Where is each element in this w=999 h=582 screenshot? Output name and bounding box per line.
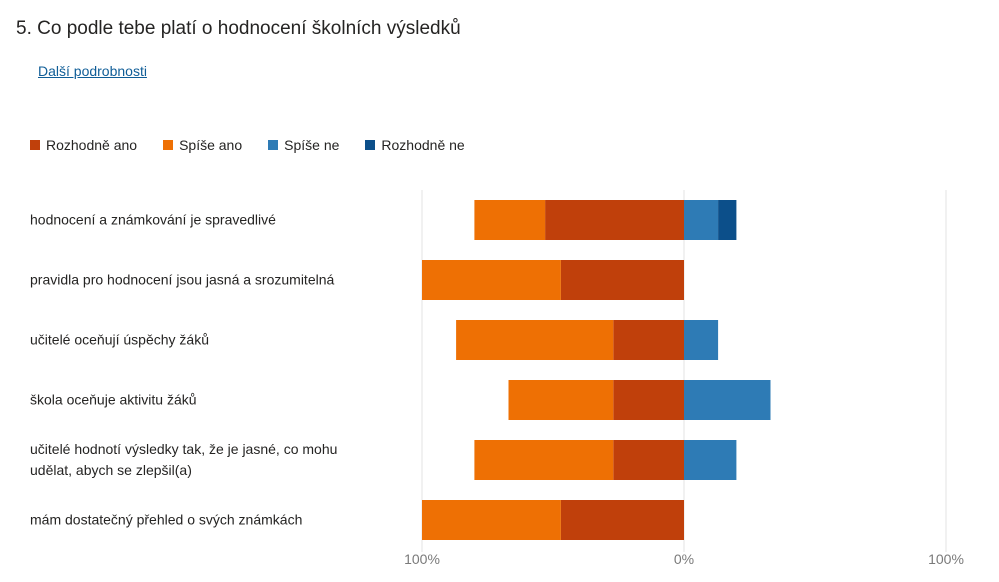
bar-3-1[interactable]	[508, 380, 614, 420]
category-label: učitelé oceňují úspěchy žáků	[30, 331, 209, 348]
bar-0-0[interactable]	[545, 200, 684, 240]
legend-label: Spíše ne	[284, 137, 340, 153]
bar-0-1[interactable]	[474, 200, 546, 240]
x-tick-label: 100%	[404, 551, 440, 567]
bar-2-0[interactable]	[613, 320, 684, 360]
category-label: hodnocení a známkování je spravedlivé	[30, 211, 276, 228]
legend-label: Rozhodně ano	[46, 137, 138, 153]
category-label: pravidla pro hodnocení jsou jasná a sroz…	[30, 271, 335, 288]
legend-swatch	[365, 140, 376, 150]
x-tick-label: 100%	[928, 551, 964, 567]
more-details-link[interactable]: Další podrobnosti	[38, 63, 147, 79]
bar-1-1[interactable]	[422, 260, 561, 300]
legend-label: Spíše ano	[179, 137, 243, 153]
bar-2-2[interactable]	[684, 320, 719, 360]
bar-4-0[interactable]	[613, 440, 684, 480]
legend-item-0[interactable]: Rozhodně ano	[30, 137, 137, 153]
bar-3-2[interactable]	[684, 380, 771, 420]
bar-4-2[interactable]	[684, 440, 737, 480]
bar-0-2[interactable]	[684, 200, 719, 240]
legend-swatch	[30, 140, 40, 150]
x-tick-label: 0%	[673, 551, 695, 567]
category-label: učitelé hodnotí výsledky tak, že je jasn…	[30, 441, 338, 478]
legend-swatch	[163, 140, 174, 150]
legend-item-2[interactable]: Spíše ne	[268, 137, 339, 153]
bar-1-0[interactable]	[560, 260, 684, 300]
bar-5-0[interactable]	[560, 500, 684, 540]
legend-item-3[interactable]: Rozhodně ne	[365, 137, 465, 153]
chart-legend: Rozhodně ano Spíše ano Spíše ne Rozhodně ne	[30, 137, 491, 153]
bar-3-0[interactable]	[613, 380, 684, 420]
bar-5-1[interactable]	[422, 500, 561, 540]
category-label: škola oceňuje aktivitu žáků	[30, 391, 197, 408]
legend-label: Rozhodně ne	[381, 137, 465, 153]
legend-swatch	[268, 140, 279, 150]
legend-item-1[interactable]: Spíše ano	[163, 137, 242, 153]
question-title: 5. Co podle tebe platí o hodnocení školn…	[16, 18, 461, 39]
bar-2-1[interactable]	[456, 320, 614, 360]
bar-0-3[interactable]	[718, 200, 737, 240]
bar-4-1[interactable]	[474, 440, 614, 480]
category-label: mám dostatečný přehled o svých známkách	[30, 511, 303, 528]
